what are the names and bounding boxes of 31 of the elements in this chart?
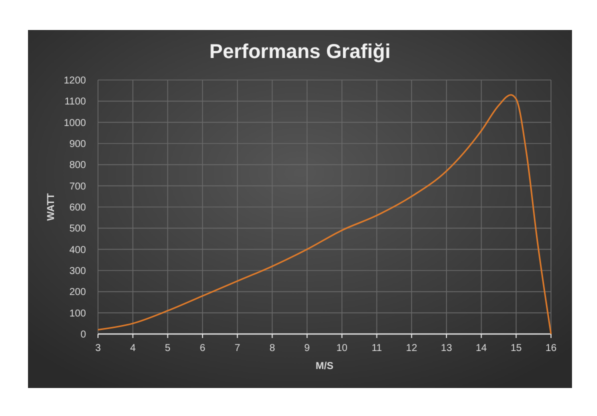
x-tick-label: 6 bbox=[200, 343, 206, 354]
x-tick-label: 8 bbox=[269, 343, 276, 354]
y-tick-label: 200 bbox=[69, 287, 86, 298]
x-tick-label: 3 bbox=[95, 343, 102, 354]
x-tick-label: 12 bbox=[406, 343, 418, 354]
x-tick-label: 11 bbox=[372, 343, 382, 354]
y-tick-label: 900 bbox=[69, 139, 86, 150]
x-tick-label: 4 bbox=[130, 343, 136, 354]
y-axis-title: WATT bbox=[46, 193, 57, 221]
y-tick-label: 0 bbox=[80, 330, 86, 340]
y-tick-label: 400 bbox=[69, 244, 86, 256]
x-tick-label: 15 bbox=[510, 343, 522, 354]
x-tick-label: 7 bbox=[234, 343, 241, 354]
line-series bbox=[97, 94, 552, 335]
x-tick-label: 13 bbox=[440, 343, 452, 354]
y-tick-label: 1000 bbox=[64, 118, 86, 129]
y-tick-label: 600 bbox=[69, 202, 86, 214]
y-tick-label: 700 bbox=[69, 181, 86, 192]
y-tick-label: 1100 bbox=[64, 96, 86, 108]
x-tick-label: 5 bbox=[164, 343, 171, 354]
y-tick-label: 800 bbox=[69, 160, 86, 172]
y-tick-label: 1200 bbox=[64, 76, 86, 86]
x-tick-label: 9 bbox=[304, 343, 310, 354]
y-tick-label: 500 bbox=[69, 224, 86, 235]
x-tick-label: 14 bbox=[476, 343, 488, 354]
x-tick-label: 10 bbox=[336, 343, 348, 354]
y-tick-label: 300 bbox=[69, 266, 86, 277]
x-axis-title: M/S bbox=[316, 361, 334, 372]
chart-title: Performans Grafiği bbox=[209, 41, 391, 63]
y-tick-label: 100 bbox=[69, 308, 86, 320]
x-tick-label: 16 bbox=[545, 343, 557, 354]
